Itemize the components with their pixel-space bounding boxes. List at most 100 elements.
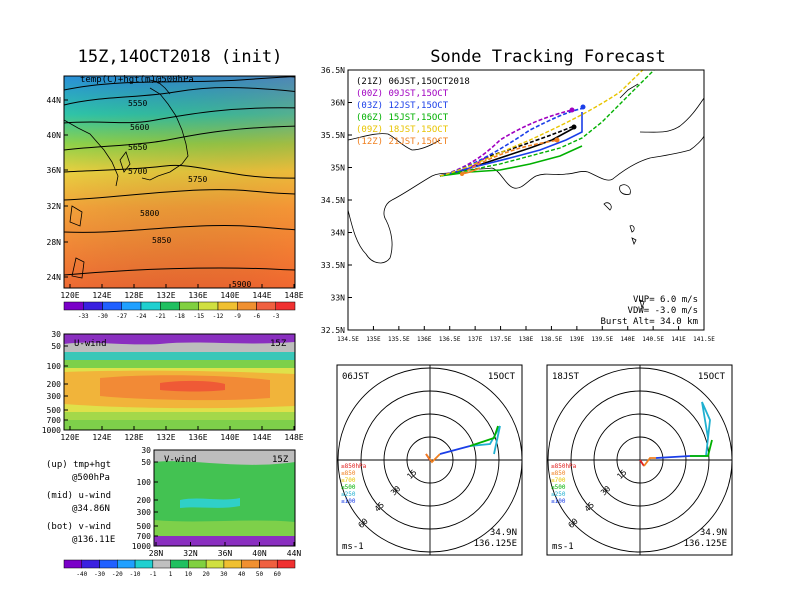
colorbar-tick-label: -21 — [155, 313, 166, 320]
colorbar-swatch — [188, 559, 207, 569]
lon-tick-label: 138E — [519, 336, 534, 343]
lon-tick-label: 136.5E — [439, 336, 461, 343]
contour-label: 5700 — [128, 167, 147, 176]
hodograph-06jst: 06JST 15OCT 34.9N 136.125E ms-1 15304560… — [336, 364, 523, 556]
contour-label: 5900 — [232, 280, 251, 289]
colorbar-tick-label: 20 — [203, 571, 211, 578]
colorbar-swatch — [205, 559, 225, 569]
note-mid2: @34.86N — [72, 504, 110, 514]
colorbar-swatch — [83, 301, 103, 311]
colorbar-tick-label: -30 — [97, 313, 108, 320]
hodo-legend-entry: ≥850hPa — [551, 463, 577, 470]
colorbar-swatch — [63, 559, 83, 569]
init-title: 15Z,14OCT2018 (init) — [78, 47, 283, 67]
colorbar-swatch — [81, 559, 100, 569]
colorbar-tick-label: -15 — [193, 313, 204, 320]
pressure-tick-label: 1000 — [42, 426, 61, 435]
hodo-lat: 34.9N — [700, 528, 727, 538]
lon-tick-label: 137.5E — [490, 336, 512, 343]
hodo-legend-entry: ≤250 — [551, 491, 566, 498]
coastline — [64, 79, 189, 279]
upper-label: temp(C)+hgt(m)@500hPa — [80, 75, 194, 85]
colorbar-tick-label: -24 — [136, 313, 147, 320]
lon-tick-label: 137E — [468, 336, 483, 343]
colorbar-swatch — [179, 301, 199, 311]
vwind-time: 15Z — [272, 455, 289, 465]
lat-tick-label: 36N — [47, 166, 62, 175]
upper-colorbar: -33 -30 -27 -24 -21 -18 -15 -12 -9 -6 -3 — [63, 301, 296, 320]
colorbar-tick-label: -10 — [130, 571, 141, 578]
lon-tick-label: 141.5E — [693, 336, 715, 343]
colorbar-tick-label: -20 — [112, 571, 123, 578]
legend-entry: (09Z) 18JST,15OCT — [356, 125, 449, 135]
colorbar-tick-label: -1 — [149, 571, 157, 578]
lon-tick-label: 140E — [220, 433, 239, 442]
colorbar-swatch — [237, 301, 257, 311]
colorbar-swatch — [256, 301, 276, 311]
note-bot2: @136.11E — [72, 535, 115, 545]
colorbar-swatch — [63, 301, 84, 311]
lat-tick-label: 33.5N — [321, 261, 345, 270]
pressure-tick-label: 700 — [137, 532, 152, 541]
hodo-legend-entry: ≤500 — [551, 484, 566, 491]
lat-tick-label: 36N — [218, 549, 233, 558]
lon-tick-label: 139E — [570, 336, 585, 343]
colorbar-swatch — [198, 301, 219, 311]
colorbar-tick-label: -12 — [213, 313, 224, 320]
hodo-unit: ms-1 — [552, 542, 574, 552]
upper-lon-ticks: 120E 124E 128E 132E 136E 140E 144E 148E — [60, 284, 304, 300]
lat-tick-label: 32N — [47, 202, 62, 211]
hodo-lon: 136.125E — [474, 539, 517, 549]
hodo-legend-entry: ≤700 — [551, 477, 566, 484]
lat-tick-label: 44N — [47, 96, 62, 105]
lat-tick-label: 28N — [47, 238, 62, 247]
lon-tick-label: 120E — [60, 291, 79, 300]
hodo-legend-entry: ≤850 — [341, 470, 356, 477]
contour-label: 5650 — [128, 143, 147, 152]
hodograph-trace — [425, 425, 501, 464]
note-mid: (mid) u-wind — [46, 491, 111, 501]
pressure-tick-label: 300 — [47, 392, 62, 401]
colorbar-swatch — [134, 559, 154, 569]
lon-tick-label: 128E — [124, 433, 143, 442]
colorbar-swatch — [259, 559, 278, 569]
track-lines — [439, 70, 655, 177]
lat-tick-label: 24N — [47, 273, 62, 282]
contour-label: 5750 — [188, 175, 207, 184]
contour-label: 5850 — [152, 236, 171, 245]
colorbar-swatch — [102, 301, 122, 311]
colorbar-swatch — [140, 301, 161, 311]
info-vdw: VDW= -3.0 m/s — [628, 306, 698, 316]
lat-tick-label: 44N — [287, 549, 302, 558]
note-up2: @500hPa — [72, 473, 110, 483]
pressure-tick-label: 100 — [47, 362, 62, 371]
colorbar-tick-label: -9 — [234, 313, 242, 320]
lon-tick-label: 140E — [220, 291, 239, 300]
colorbar-tick-label: -30 — [94, 571, 105, 578]
vwind-label: V-wind — [164, 455, 197, 465]
hodo-legend-entry: ≤700 — [341, 477, 356, 484]
lon-tick-label: 132E — [156, 291, 175, 300]
colorbar-tick-label: -18 — [174, 313, 185, 320]
hodograph-trace — [639, 401, 713, 467]
info-vup: VUP= 6.0 m/s — [633, 295, 698, 305]
lon-tick-label: 138.5E — [541, 336, 563, 343]
legend-entry: (06Z) 15JST,15OCT — [356, 113, 449, 123]
colorbar-swatch — [99, 559, 118, 569]
colorbar-swatch — [223, 559, 242, 569]
pressure-tick-label: 500 — [137, 522, 152, 531]
track-map: (21Z) 06JST,15OCT2018 (00Z) 09JST,15OCT (0… — [321, 66, 715, 343]
lon-tick-label: 144E — [252, 433, 271, 442]
hodo-legend-entry: ≤250 — [341, 491, 356, 498]
lon-tick-label: 144E — [252, 291, 271, 300]
colorbar-swatch — [276, 559, 296, 569]
lat-tick-label: 28N — [149, 549, 164, 558]
lon-tick-label: 141E — [671, 336, 686, 343]
colorbar-tick-label: -33 — [78, 313, 89, 320]
hodo-legend-entry: ≥850hPa — [341, 463, 367, 470]
vwind-lat-ticks: 28N 32N 36N 40N 44N — [149, 542, 302, 558]
